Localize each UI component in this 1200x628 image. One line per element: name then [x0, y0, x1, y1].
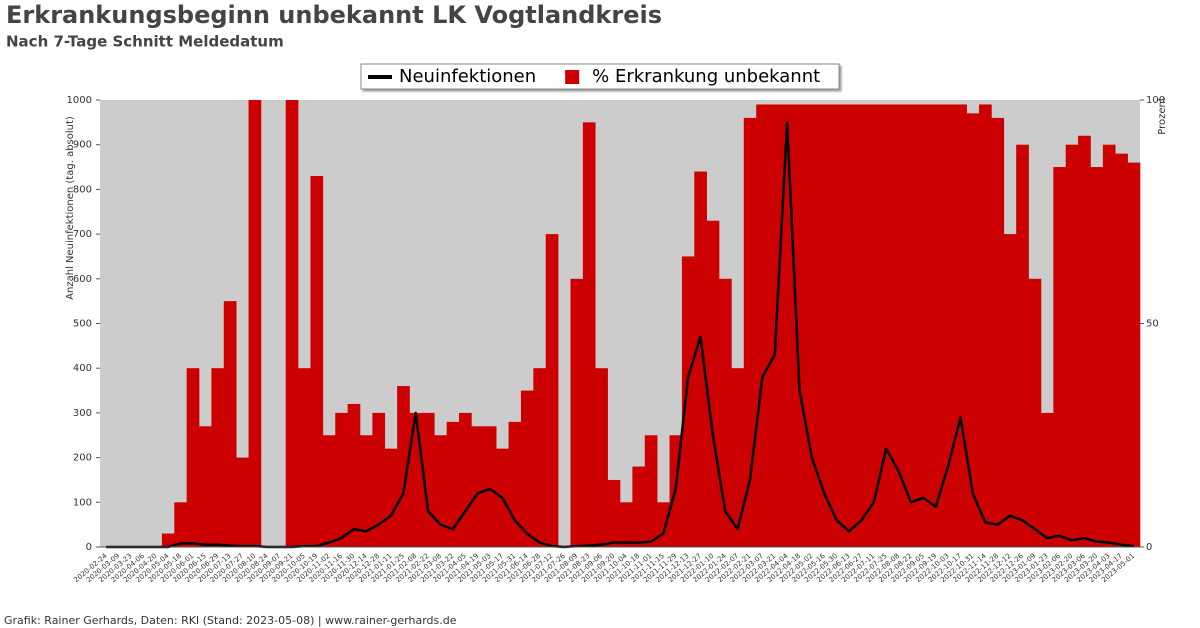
- bar: [223, 301, 237, 547]
- bar: [830, 104, 844, 547]
- bar: [1078, 135, 1091, 547]
- y-tick-label: 200: [73, 453, 92, 464]
- bar: [644, 435, 658, 547]
- bar: [211, 368, 225, 547]
- bar: [681, 256, 695, 547]
- bar: [483, 426, 497, 547]
- bar: [929, 104, 943, 547]
- bar: [1003, 234, 1017, 547]
- y-tick-label: 100: [73, 497, 92, 508]
- bar: [545, 234, 559, 547]
- bar: [979, 104, 992, 547]
- bar: [384, 448, 398, 547]
- footer: Grafik: Rainer Gerhards, Daten: RKI (Sta…: [4, 614, 457, 627]
- bar: [743, 117, 757, 547]
- bar: [731, 368, 745, 547]
- bar: [756, 104, 769, 547]
- bar: [595, 368, 608, 547]
- bar: [236, 457, 249, 547]
- bar: [904, 104, 918, 547]
- bar: [1065, 144, 1079, 547]
- bar: [161, 533, 175, 547]
- bar: [434, 435, 447, 547]
- bar: [174, 502, 187, 547]
- y-tick-label: 700: [73, 229, 92, 240]
- bar: [954, 104, 967, 547]
- y-tick-label: 500: [73, 319, 92, 330]
- bar: [1102, 144, 1116, 547]
- bar: [347, 403, 361, 547]
- bar: [719, 278, 732, 547]
- bar: [199, 426, 212, 547]
- bar: [768, 104, 782, 547]
- bar: [793, 104, 807, 547]
- bar: [372, 412, 386, 547]
- bar: [706, 220, 720, 547]
- y-tick-label: 600: [73, 274, 92, 285]
- bar: [446, 421, 460, 547]
- bar: [1028, 278, 1042, 547]
- bar: [620, 502, 633, 547]
- bar: [867, 104, 881, 547]
- legend-box: [360, 63, 840, 90]
- bar: [186, 368, 200, 547]
- bar: [1053, 167, 1067, 548]
- bar: [508, 421, 522, 547]
- bar: [966, 113, 980, 547]
- bar: [855, 104, 868, 547]
- bar: [694, 171, 707, 547]
- bar: [818, 104, 831, 547]
- bar: [285, 100, 299, 547]
- y2-tick-label: 100: [1146, 95, 1165, 106]
- bar: [991, 117, 1005, 547]
- bar: [360, 435, 373, 547]
- y-tick-label: 300: [73, 408, 92, 419]
- bar: [880, 104, 893, 547]
- bar: [1016, 144, 1029, 547]
- bar: [632, 466, 646, 547]
- chart-title: Erkrankungsbeginn unbekannt LK Vogtlandk…: [6, 1, 662, 29]
- y-tick-label: 0: [86, 542, 92, 553]
- legend-swatch: [565, 70, 580, 84]
- bar: [298, 368, 311, 547]
- bar: [310, 175, 324, 548]
- bar: [607, 479, 621, 547]
- bar: [335, 412, 348, 547]
- bar: [780, 104, 794, 547]
- legend: Neuinfektionen % Erkrankung unbekannt: [360, 63, 840, 90]
- bar: [471, 426, 485, 547]
- bar: [1090, 167, 1104, 548]
- y-tick-label: 400: [73, 363, 92, 374]
- bar: [533, 368, 547, 547]
- bar: [941, 104, 955, 547]
- bar: [842, 104, 856, 547]
- legend-label: % Erkrankung unbekannt: [592, 66, 820, 87]
- bar: [397, 386, 410, 547]
- bar: [570, 278, 584, 547]
- y-axis-label: Anzahl Neuinfektionen (tag. absolut): [65, 116, 76, 300]
- legend-label: Neuinfektionen: [399, 66, 536, 87]
- bar: [1127, 162, 1141, 547]
- chart-subtitle: Nach 7-Tage Schnitt Meldedatum: [6, 33, 284, 51]
- y-tick-label: 800: [73, 184, 92, 195]
- bar: [805, 104, 819, 547]
- bar: [248, 100, 262, 547]
- bar: [459, 412, 472, 547]
- bar: [1040, 412, 1054, 547]
- bar: [1115, 153, 1128, 547]
- y-tick-label: 1000: [67, 95, 92, 106]
- y2-tick-label: 50: [1146, 319, 1159, 330]
- y2-tick-label: 0: [1146, 542, 1152, 553]
- bar: [322, 435, 336, 547]
- bar: [917, 104, 930, 547]
- y2-axis-label: Prozent: [1157, 97, 1168, 135]
- bar: [657, 502, 670, 547]
- bar: [582, 122, 596, 547]
- y-tick-label: 900: [73, 140, 92, 151]
- bar: [520, 390, 534, 547]
- bar: [892, 104, 906, 547]
